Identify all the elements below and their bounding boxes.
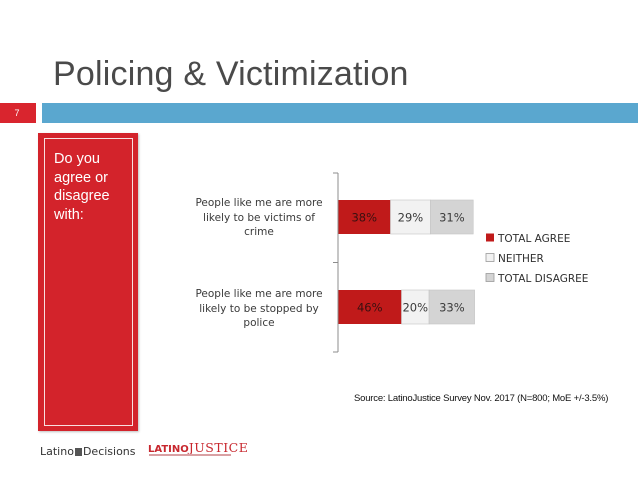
bar-total-disagree-1 (430, 199, 474, 235)
data-label-total-agree-1: 38% (351, 211, 377, 225)
slide-number-box (0, 103, 36, 123)
latino-decisions-logo-word-1: Latino (40, 445, 74, 458)
data-label-total-disagree-1: 31% (439, 211, 465, 225)
row-label-victims-line-3: crime (244, 226, 274, 238)
data-label-total-agree-2: 46% (357, 301, 383, 315)
legend-swatch-total-disagree (485, 273, 495, 282)
latino-decisions-logo: Latino Decisions (40, 445, 136, 458)
legend-label-neither: NEITHER (498, 253, 544, 265)
source-note: Source: LatinoJustice Survey Nov. 2017 (… (354, 393, 609, 404)
row-label-stopped: People like me are more likely to be sto… (184, 287, 334, 331)
data-label-total-disagree-2: 33% (439, 301, 465, 315)
title-rule (42, 103, 638, 123)
slide-number: 7 (14, 108, 20, 118)
question-panel-border (44, 138, 133, 426)
legend-label-total-disagree: TOTAL DISAGREE (497, 273, 588, 285)
question-text: Do you agree or disagree with: (54, 151, 110, 223)
latino-justice-logo-word-1: LATINO (148, 444, 189, 455)
question-panel (38, 133, 138, 431)
bar-total-disagree-2 (428, 289, 475, 325)
legend-label-total-agree: TOTAL AGREE (497, 233, 570, 245)
latino-justice-logo: LATINOJUSTICE (148, 439, 248, 457)
row-label-stopped-line-3: police (243, 317, 275, 329)
latino-decisions-mark-icon (74, 448, 82, 456)
latino-decisions-logo-word-2: Decisions (82, 445, 136, 458)
bar-neither-2 (401, 289, 430, 325)
row-label-victims: People like me are more likely to be vic… (184, 196, 334, 240)
row-label-stopped-line-2: likely to be stopped by (199, 302, 319, 315)
legend-swatch-neither (485, 253, 495, 262)
data-label-neither-1: 29% (398, 211, 424, 225)
row-label-stopped-line-1: People like me are more (195, 288, 323, 300)
legend-swatch-total-agree (486, 233, 494, 242)
latino-justice-logo-word-2: JUSTICE (188, 440, 249, 455)
bar-neither-1 (390, 199, 431, 235)
bar-total-agree-1 (338, 200, 391, 234)
row-label-victims-line-2: likely to be victims of (203, 211, 315, 224)
slide-title: Policing & Victimization (53, 55, 409, 93)
bar-total-agree-2 (338, 290, 402, 324)
latino-justice-underline (149, 454, 231, 456)
data-label-neither-2: 20% (402, 301, 428, 315)
row-label-victims-line-1: People like me are more (195, 197, 323, 209)
